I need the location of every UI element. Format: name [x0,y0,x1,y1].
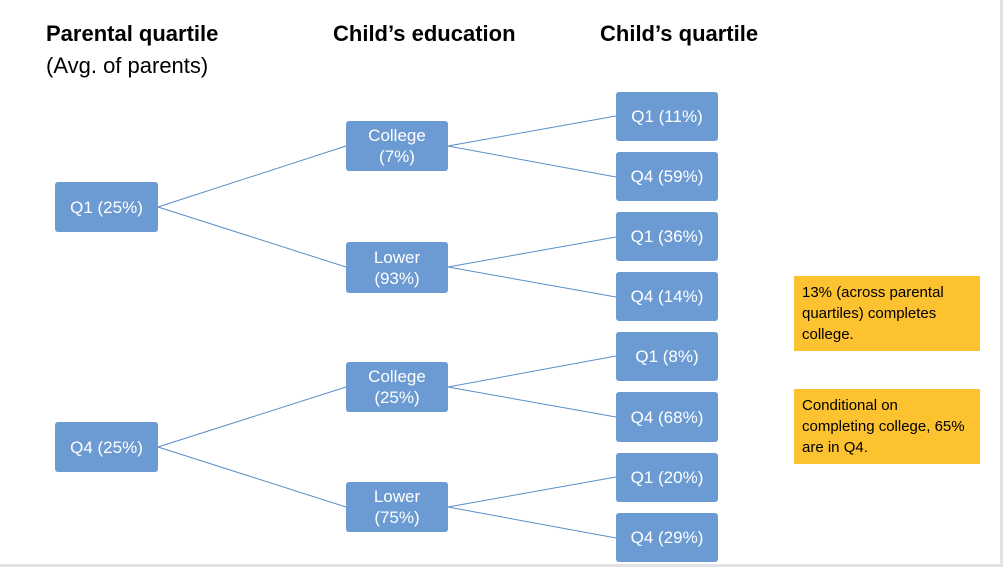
node-child-q4-c: Q4 (68%) [616,392,718,442]
node-child-q4-b: Q4 (14%) [616,272,718,321]
connector-e2-c3 [447,236,617,268]
connector-pq1-e1 [157,145,347,208]
note-college-completion: 13% (across parental quartiles) complete… [794,276,980,351]
node-child-q1-c: Q1 (8%) [616,332,718,381]
header-parental-subtitle: (Avg. of parents) [46,53,209,78]
connector-e1-c2 [447,145,617,178]
node-parent-q4: Q4 (25%) [55,422,158,472]
node-education-lower-2: Lower (75%) [346,482,448,532]
note-conditional-q4: Conditional on completing college, 65% a… [794,389,980,464]
connector-e1-c1 [447,115,617,147]
node-child-q1-d: Q1 (20%) [616,453,718,502]
node-parent-q1: Q1 (25%) [55,182,158,232]
connector-pq1-e2 [157,206,347,268]
node-education-college-1: College (7%) [346,121,448,171]
connector-e2-c4 [447,266,617,298]
header-childs-education: Child’s education [333,21,516,46]
connector-e3-c5 [447,355,617,388]
node-education-lower-1: Lower (93%) [346,242,448,293]
connector-e4-c7 [447,476,617,508]
node-education-college-2: College (25%) [346,362,448,412]
node-child-q4-d: Q4 (29%) [616,513,718,562]
header-parental-quartile: Parental quartile [46,21,219,46]
node-child-q1-a: Q1 (11%) [616,92,718,141]
connector-pq4-e3 [157,386,347,448]
node-child-q4-a: Q4 (59%) [616,152,718,201]
connector-e4-c8 [447,506,617,539]
connector-pq4-e4 [157,446,347,508]
connector-e3-c6 [447,386,617,418]
header-childs-quartile: Child’s quartile [600,21,759,46]
node-child-q1-b: Q1 (36%) [616,212,718,261]
